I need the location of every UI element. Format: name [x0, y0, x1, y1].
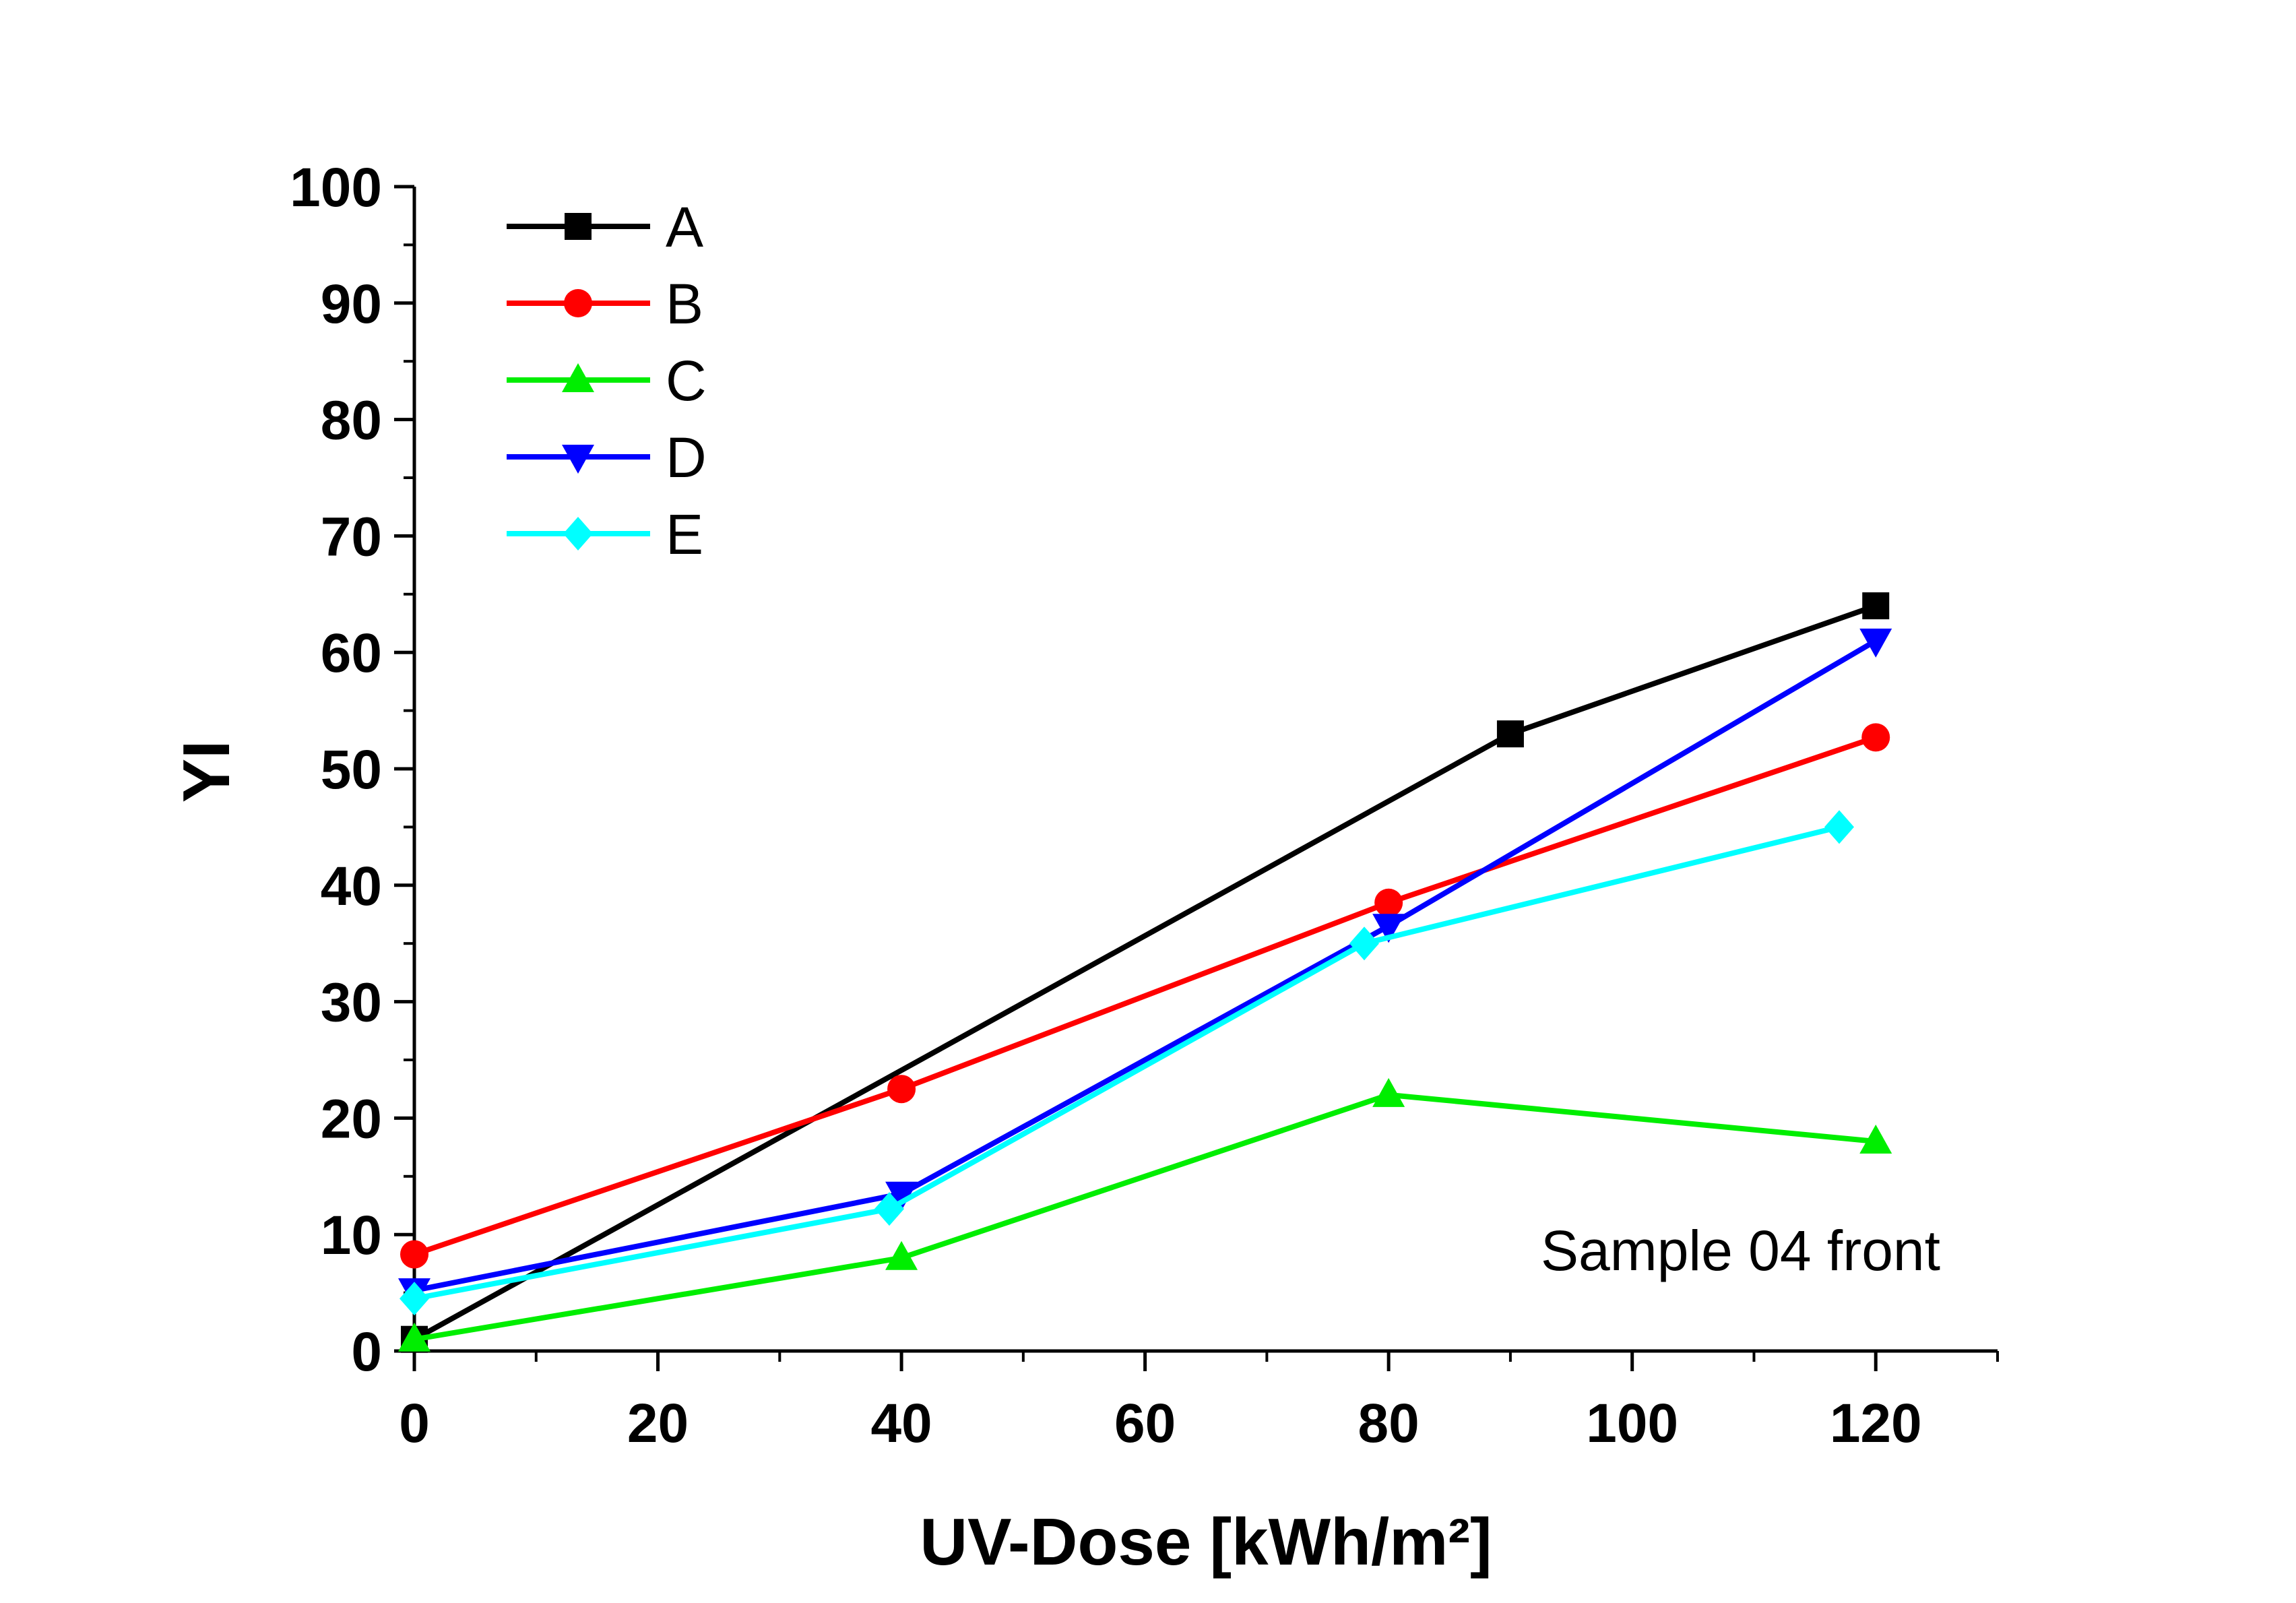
data-point-C: [398, 1322, 430, 1352]
data-point-C: [1372, 1077, 1405, 1107]
data-point-E: [874, 1192, 904, 1226]
legend-label: E: [666, 503, 703, 566]
legend-label: C: [666, 349, 707, 412]
legend-label: D: [666, 426, 707, 489]
data-point-D: [1372, 914, 1405, 943]
data-point-C: [885, 1240, 918, 1270]
y-tick-label: 30: [321, 972, 382, 1034]
data-point-B: [1374, 888, 1403, 917]
y-tick-label: 40: [321, 856, 382, 917]
legend-item-D: D: [507, 426, 707, 489]
series-line-E: [414, 824, 1840, 1302]
y-tick-label: 80: [321, 390, 382, 451]
y-tick-label: 20: [321, 1088, 382, 1150]
data-point-E: [1349, 926, 1379, 961]
x-axis-title: UV-Dose [kWh/m²]: [920, 1505, 1492, 1579]
x-tick-label: 120: [1830, 1393, 1922, 1454]
x-tick-label: 0: [399, 1393, 430, 1454]
y-tick-label: 100: [290, 157, 382, 218]
legend-item-E: E: [507, 503, 703, 566]
data-point-D: [1859, 628, 1892, 658]
legend-item-C: C: [507, 349, 707, 412]
x-tick-label: 80: [1358, 1393, 1420, 1454]
data-point-A: [1496, 720, 1524, 748]
legend-swatch-marker: [565, 213, 592, 240]
legend-swatch-marker: [564, 289, 592, 317]
series-line-C: [414, 1092, 1876, 1342]
data-point-B: [1861, 723, 1890, 752]
data-point-B: [887, 1075, 916, 1104]
legend-item-A: A: [507, 195, 703, 259]
series-line-B: [413, 734, 1877, 1257]
legend-label: B: [666, 272, 703, 336]
x-tick-label: 100: [1586, 1393, 1678, 1454]
data-point-E: [1824, 810, 1854, 844]
legend-item-B: B: [507, 272, 703, 336]
data-point-E: [400, 1282, 429, 1316]
chart-annotation: Sample 04 front: [1541, 1219, 1940, 1282]
data-point-D: [885, 1181, 918, 1211]
legend-swatch-marker: [562, 445, 594, 474]
series-line-D: [414, 638, 1878, 1294]
y-tick-label: 50: [321, 739, 382, 800]
legend-swatch-marker: [563, 517, 593, 551]
legend-swatch-marker: [562, 363, 594, 392]
data-point-A: [1862, 592, 1890, 620]
y-tick-label: 0: [351, 1321, 382, 1383]
series-layer: [398, 592, 1892, 1353]
y-tick-label: 60: [321, 623, 382, 684]
y-tick-label: 10: [321, 1205, 382, 1266]
series-E: [400, 810, 1854, 1316]
x-tick-label: 20: [627, 1393, 689, 1454]
data-point-C: [1859, 1124, 1892, 1154]
x-tick-label: 40: [870, 1393, 932, 1454]
y-tick-label: 70: [321, 506, 382, 567]
x-tick-label: 60: [1114, 1393, 1176, 1454]
y-axis-title: YI: [169, 741, 243, 803]
axes: 0 10 20 30 40 50 60 70 80 90 100 0 20 40 60 80 100 120: [290, 157, 1999, 1454]
series-B: [400, 723, 1890, 1269]
legend-label: A: [666, 195, 703, 259]
y-tick-label: 90: [321, 274, 382, 335]
series-C: [398, 1077, 1892, 1352]
data-point-B: [400, 1240, 428, 1269]
series-D: [398, 628, 1892, 1308]
